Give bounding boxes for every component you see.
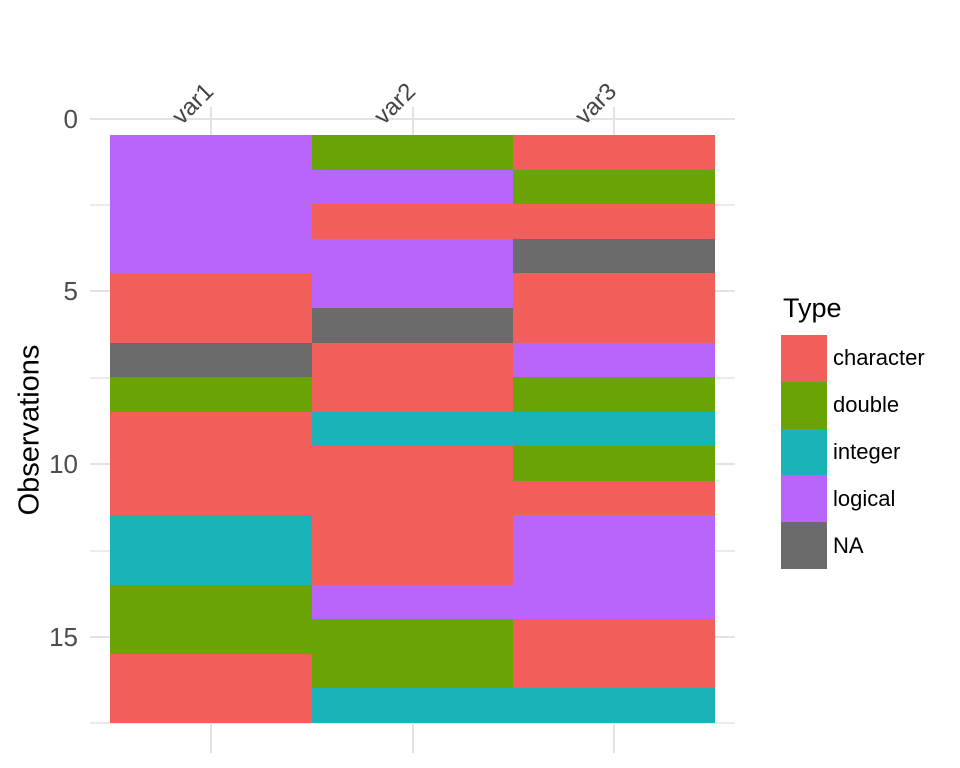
y-tick-label-5: 5 <box>63 276 78 307</box>
heatmap-cell-r8-var1 <box>110 377 312 412</box>
heatmap-cell-r12-var2 <box>311 515 514 551</box>
legend-swatch-double <box>781 381 827 429</box>
heatmap-cell-r13-var3 <box>513 550 715 585</box>
heatmap-cell-r10-var2 <box>311 446 514 481</box>
heatmap-cell-r7-var2 <box>311 342 514 378</box>
heatmap-cell-r9-var1 <box>110 411 312 447</box>
heatmap-cell-r4-var2 <box>311 238 514 274</box>
legend-item-integer: integer <box>781 428 956 476</box>
heatmap-cell-r12-var3 <box>513 515 715 551</box>
heatmap-cell-r3-var2 <box>311 204 514 239</box>
legend-label: NA <box>833 532 864 558</box>
heatmap-cell-r9-var2 <box>311 411 514 447</box>
heatmap-cell-r11-var1 <box>110 480 312 516</box>
heatmap-cell-r16-var3 <box>513 653 715 689</box>
heatmap-cell-r1-var3 <box>513 135 715 170</box>
heatmap-cell-r12-var1 <box>110 515 312 551</box>
heatmap-cell-r4-var1 <box>110 238 312 274</box>
heatmap-cell-r1-var1 <box>110 135 312 170</box>
heatmap-cell-r3-var1 <box>110 204 312 239</box>
heatmap-cell-r7-var3 <box>513 342 715 378</box>
heatmap-cell-r3-var3 <box>513 204 715 239</box>
heatmap-cell-r13-var1 <box>110 550 312 585</box>
legend-swatch-character <box>781 335 827 382</box>
y-tick-label-0: 0 <box>63 103 78 134</box>
heatmap-cell-r17-var1 <box>110 688 312 723</box>
heatmap-cell-r16-var2 <box>311 653 514 689</box>
heatmap-grid <box>110 135 715 723</box>
heatmap-cell-r10-var1 <box>110 446 312 481</box>
y-tick-label-10: 10 <box>49 449 78 480</box>
heatmap-cell-r10-var3 <box>513 446 715 481</box>
heatmap-cell-r11-var2 <box>311 480 514 516</box>
heatmap-cell-r6-var1 <box>110 307 312 343</box>
heatmap-cell-r9-var3 <box>513 411 715 447</box>
heatmap-cell-r16-var1 <box>110 653 312 689</box>
legend-item-logical: logical <box>781 475 956 523</box>
heatmap-cell-r8-var3 <box>513 377 715 412</box>
heatmap-cell-r11-var3 <box>513 480 715 516</box>
heatmap-cell-r2-var1 <box>110 169 312 205</box>
legend-label: logical <box>833 485 896 511</box>
legend-title: Type <box>783 293 842 323</box>
heatmap-cell-r14-var3 <box>513 584 715 620</box>
heatmap-cell-r14-var1 <box>110 584 312 620</box>
heatmap-cell-r6-var3 <box>513 307 715 343</box>
heatmap-cell-r2-var2 <box>311 169 514 205</box>
heatmap-cell-r5-var1 <box>110 273 312 308</box>
legend-label: integer <box>833 438 901 464</box>
heatmap-cell-r14-var2 <box>311 584 514 620</box>
heatmap-cell-r5-var2 <box>311 273 514 308</box>
legend-swatch-NA <box>781 522 827 569</box>
legend-label: character <box>833 345 925 371</box>
y-tick-label-15: 15 <box>49 622 78 653</box>
legend-item-NA: NA <box>781 522 956 569</box>
legend-swatch-logical <box>781 475 827 523</box>
heatmap-cell-r5-var3 <box>513 273 715 308</box>
heatmap-cell-r7-var1 <box>110 342 312 378</box>
legend-item-double: double <box>781 381 956 429</box>
legend-label: double <box>833 392 900 418</box>
heatmap-cell-r15-var1 <box>110 619 312 654</box>
heatmap-cell-r8-var2 <box>311 377 514 412</box>
y-axis-title: Observations <box>13 344 46 516</box>
heatmap-cell-r4-var3 <box>513 238 715 274</box>
legend-swatch-integer <box>781 428 827 476</box>
legend-item-character: character <box>781 335 956 382</box>
heatmap-cell-r15-var3 <box>513 619 715 654</box>
heatmap-cell-r1-var2 <box>311 135 514 170</box>
heatmap-cell-r17-var2 <box>311 688 514 723</box>
heatmap-cell-r15-var2 <box>311 619 514 654</box>
heatmap-cell-r13-var2 <box>311 550 514 585</box>
legend-items: character double integer logical NA <box>781 335 956 569</box>
major-gridline <box>90 117 735 120</box>
legend: Type character double integer logical NA <box>781 293 956 569</box>
heatmap-cell-r6-var2 <box>311 307 514 343</box>
heatmap-cell-r2-var3 <box>513 169 715 205</box>
heatmap-cell-r17-var3 <box>513 688 715 723</box>
